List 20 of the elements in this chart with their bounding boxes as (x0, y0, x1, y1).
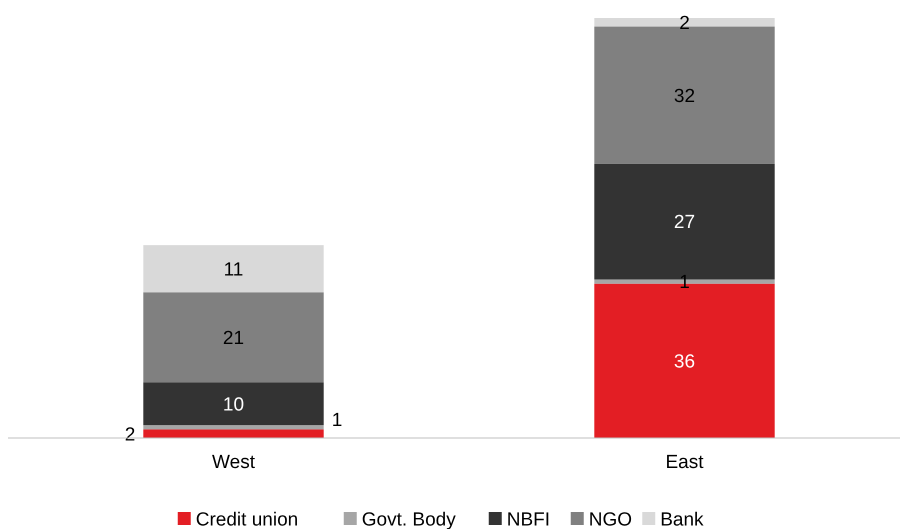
data-label: 1 (332, 410, 342, 431)
data-label: 27 (674, 212, 696, 234)
data-label: 36 (674, 352, 696, 373)
legend-label: Credit union (196, 510, 298, 529)
data-label: 10 (222, 394, 244, 416)
data-label: 21 (222, 328, 244, 349)
data-label: 2 (679, 12, 690, 34)
bar (143, 429, 324, 438)
x-tick-label: East (665, 452, 704, 473)
bar (143, 425, 324, 430)
data-label: 11 (224, 259, 244, 280)
data-label: 2 (124, 424, 136, 446)
bar (143, 382, 324, 426)
legend-label: Bank (660, 510, 704, 529)
x-tick-label: West (212, 452, 256, 473)
legend-label: NBFI (506, 510, 550, 529)
bar (143, 292, 324, 382)
bar (143, 245, 324, 292)
data-label: 32 (674, 86, 696, 107)
legend-label: NGO (588, 510, 632, 529)
